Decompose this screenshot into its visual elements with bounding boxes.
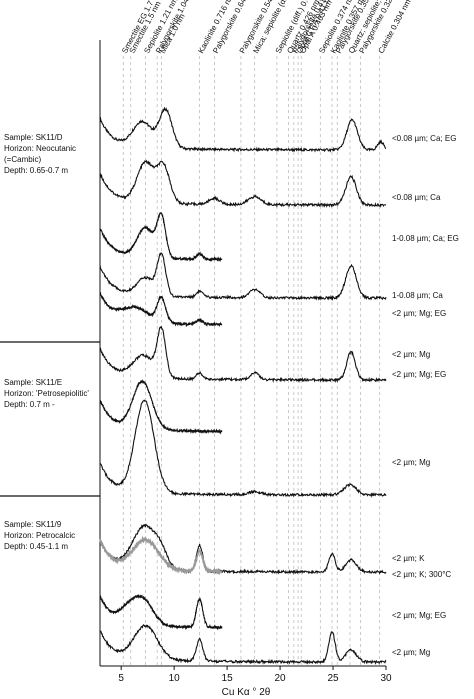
- series-label-1: <0.08 µm; Ca: [392, 193, 441, 202]
- diffractograms: [99, 106, 387, 665]
- series-label-9: <2 µm; K; 300°C: [392, 570, 451, 579]
- series-label-4: <2 µm; Mg; EG: [392, 309, 446, 318]
- series-label-2: 1-0.08 µm; Ca; EG: [392, 234, 459, 243]
- sample-2-line-2: Horizon: 'Petrosepiolitic': [4, 389, 89, 398]
- x-axis: 5 10 15 20 25 30: [99, 40, 392, 684]
- x-tick-label-20: 20: [275, 673, 287, 684]
- sample-1-line-3: (=Cambic): [4, 155, 41, 164]
- x-axis-title: Cu Kα ° 2θ: [222, 687, 271, 698]
- sample-3-line-3: Depth: 0.45-1.1 m: [4, 542, 68, 551]
- reference-lines: [122, 56, 381, 666]
- sample-3-line-2: Horizon: Petrocalcic: [4, 531, 75, 540]
- trace-0-08-m-ca-1: [99, 159, 387, 209]
- series-label-11: <2 µm; Mg: [392, 648, 430, 657]
- trace-2-m-mg-eg-10: [99, 593, 223, 631]
- series-label-0: <0.08 µm; Ca; EG: [392, 134, 456, 143]
- x-tick-label-5: 5: [118, 673, 124, 684]
- series-label-8: <2 µm; K: [392, 554, 425, 563]
- trace-1-0-08-m-ca-3: [99, 252, 387, 302]
- x-tick-label-30: 30: [380, 673, 392, 684]
- sample-annotations: Sample: SK11/D Horizon: Neocutanic (=Cambi…: [0, 133, 100, 551]
- series-label-7: <2 µm; Mg: [392, 458, 430, 467]
- sample-1-line-1: Sample: SK11/D: [4, 133, 63, 142]
- trace-2-m-mg-7: [99, 399, 387, 498]
- sample-3-line-1: Sample: SK11/9: [4, 520, 62, 529]
- series-label-10: <2 µm; Mg; EG: [392, 611, 446, 620]
- trace-1-0-08-m-ca-eg-2: [99, 212, 223, 263]
- trace-2-m-mg-eg-6: [99, 379, 223, 435]
- x-tick-label-10: 10: [169, 673, 181, 684]
- series-label-5: <2 µm; Mg: [392, 350, 430, 359]
- trace-2-m-mg-5: [99, 325, 387, 384]
- sample-2-line-1: Sample: SK11/E: [4, 378, 62, 387]
- trace-0-08-m-ca-eg-0: [99, 106, 387, 153]
- trace-2-m-mg-eg-4: [99, 291, 223, 328]
- sample-1-line-4: Depth: 0.65-0.7 m: [4, 166, 68, 175]
- series-label-3: 1-0.08 µm; Ca: [392, 291, 443, 300]
- x-tick-label-15: 15: [222, 673, 234, 684]
- trace-2-m-k-300-c-9: [99, 535, 223, 576]
- x-tick-label-25: 25: [327, 673, 339, 684]
- sample-2-line-3: Depth: 0.7 m -: [4, 400, 55, 409]
- series-label-6: <2 µm; Mg; EG: [392, 370, 446, 379]
- sample-1-line-2: Horizon: Neocutanic: [4, 144, 76, 153]
- series-labels: <0.08 µm; Ca; EG <0.08 µm; Ca 1-0.08 µm; C…: [392, 134, 459, 657]
- trace-2-m-mg-11: [99, 624, 387, 665]
- trace-2-m-k-8: [99, 523, 387, 576]
